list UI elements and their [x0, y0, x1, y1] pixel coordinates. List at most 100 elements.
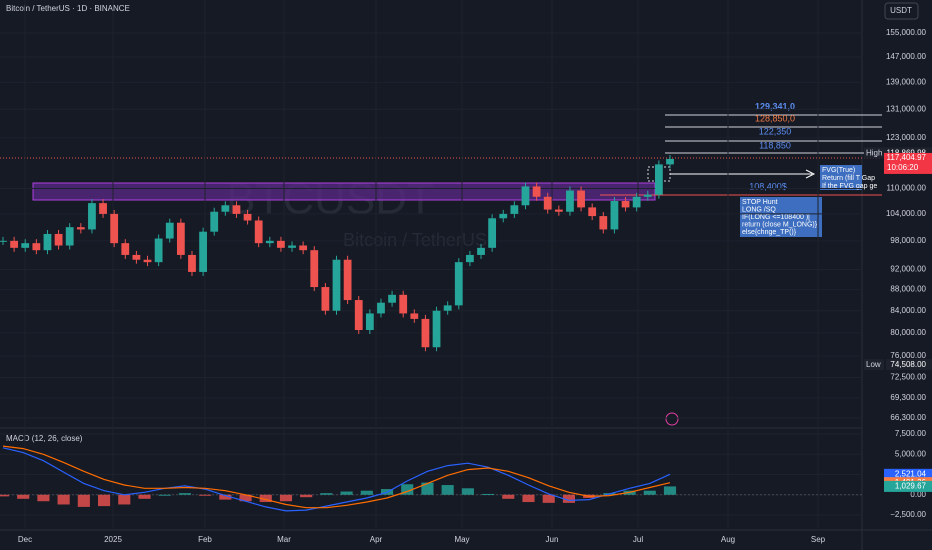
high-value-box [886, 147, 932, 159]
candle-body [643, 194, 652, 197]
signal-line [2, 445, 671, 509]
histogram-bar [421, 482, 434, 495]
candle-body [254, 220, 263, 244]
candle-body [154, 238, 163, 263]
candle-body [454, 262, 463, 306]
time-label: Feb [198, 535, 212, 544]
candle-body [265, 240, 274, 244]
alert-icon[interactable] [665, 412, 679, 426]
macd-tick-label: 7,500.00 [895, 429, 927, 438]
candle-body [188, 254, 196, 272]
candle-body [377, 302, 385, 314]
histogram-value: 1,029.67 [895, 482, 927, 491]
histogram-bar [178, 493, 191, 495]
candle-body [466, 254, 474, 263]
candle-body [599, 216, 608, 230]
time-label: Apr [370, 535, 383, 544]
candle-body [176, 222, 185, 255]
candle-body [388, 294, 396, 303]
candle-body [543, 196, 552, 210]
fvg-arrow-head [805, 169, 816, 179]
candle-body [532, 186, 541, 197]
candle-body [288, 245, 296, 248]
candle-body [432, 310, 441, 348]
candle-body [210, 211, 219, 232]
price-tick-label: 80,000.00 [890, 328, 926, 337]
support-label: 108,400$ [749, 181, 787, 191]
candle-body [365, 313, 374, 331]
histogram-bar [199, 494, 212, 496]
price-tick-label: 147,000.00 [886, 52, 927, 61]
price-tick-label: 123,000.00 [886, 133, 927, 142]
price-tick-label: 88,000.00 [890, 285, 926, 294]
candle-body [132, 254, 141, 260]
histogram-bar [401, 484, 414, 495]
candle-body [510, 205, 519, 214]
candle-body [621, 201, 630, 208]
macd-value-box [884, 468, 932, 480]
histogram-bar [340, 491, 353, 495]
time-label: 2025 [104, 535, 122, 544]
time-label: Dec [18, 535, 32, 544]
candle-body [65, 227, 74, 246]
last-price: 117,404.97 [887, 153, 927, 162]
time-label: Mar [277, 535, 291, 544]
stop-note-line: else{chnge_TP()} [742, 229, 797, 236]
price-tick-label: 139,000.00 [886, 78, 927, 87]
level-label: 128,850,0 [755, 113, 795, 123]
macd-tick-label: 0.00 [910, 490, 926, 499]
candle-body [243, 213, 252, 221]
currency-label[interactable]: USDT [890, 6, 912, 15]
price-tick-label: 84,000.00 [890, 306, 926, 315]
stop-note-line: STOP Hunt [742, 199, 778, 206]
candle-body [299, 245, 308, 251]
candle-body [121, 243, 130, 255]
histogram-bar [97, 494, 111, 507]
candle-body [277, 240, 285, 248]
histogram-bar [502, 494, 515, 499]
currency-button[interactable] [884, 2, 919, 20]
histogram-bar [300, 494, 313, 498]
stop-note-line: IF(LONG <=108400 )[ [742, 214, 810, 221]
candle-body [488, 218, 497, 248]
low-tag [864, 359, 884, 371]
histogram-bar [360, 490, 373, 495]
histogram-bar [259, 494, 272, 503]
histogram-bar [542, 494, 555, 503]
fvg-note-line: If the FVG gap ge [822, 183, 877, 190]
candle-body [10, 240, 19, 248]
candle-body [110, 213, 119, 244]
high-label: High [866, 148, 882, 157]
histogram-bar [562, 494, 576, 503]
histogram-bar [320, 493, 333, 495]
candle-body [310, 250, 319, 288]
time-label: Sep [811, 535, 826, 544]
candle-body [343, 259, 352, 301]
candle-body [221, 205, 230, 212]
histogram-bar [522, 494, 535, 503]
macd-title: MACD (12, 26, close) [6, 434, 83, 443]
candle-body [232, 205, 241, 214]
fvg-note-line: Return (fill T Gap [822, 175, 875, 182]
level-label: 122,350 [759, 126, 792, 136]
histogram-bar [138, 494, 151, 499]
price-tick-label: 155,000.00 [886, 28, 927, 37]
candle-body [199, 231, 207, 272]
countdown: 10:06:20 [887, 163, 919, 172]
macd-line [2, 447, 671, 512]
time-label: Jun [546, 535, 559, 544]
histogram-bar [663, 486, 677, 495]
macd-tick-label: −2,500.00 [890, 510, 926, 519]
candle-body [499, 213, 508, 219]
candle-body [666, 158, 674, 165]
histogram-bar [239, 494, 252, 502]
histogram-bar [441, 485, 454, 495]
low-label: Low [866, 360, 881, 369]
candle-body [399, 294, 408, 314]
histogram-bar [57, 494, 70, 505]
candle-body [88, 203, 96, 230]
macd-tick-label: 5,000.00 [895, 449, 927, 458]
candle-body [354, 300, 363, 331]
candle-body [54, 233, 63, 246]
